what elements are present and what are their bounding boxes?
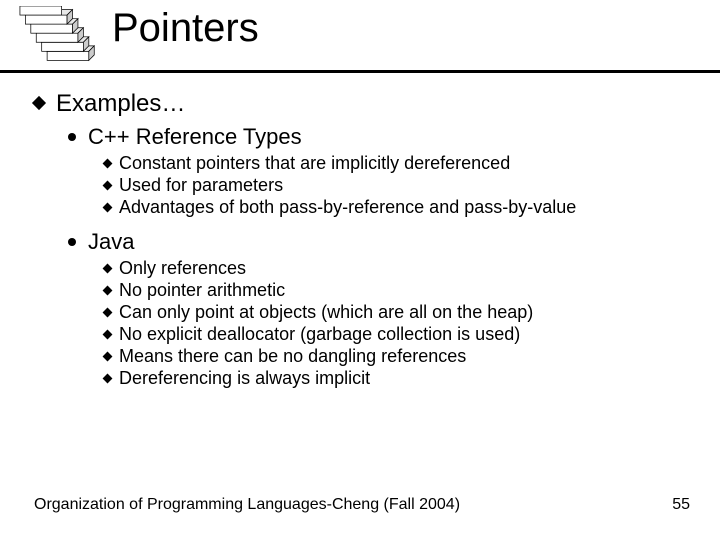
bullet-l3: Used for parameters <box>104 175 694 196</box>
slide-title: Pointers <box>112 6 259 51</box>
page-number: 55 <box>672 496 690 514</box>
bullet-text: Used for parameters <box>119 175 283 196</box>
bullet-text: Constant pointers that are implicitly de… <box>119 153 510 174</box>
bullet-l3: Dereferencing is always implicit <box>104 368 694 389</box>
bullet-text: Dereferencing is always implicit <box>119 368 370 389</box>
bullet-l3: No explicit deallocator (garbage collect… <box>104 324 694 345</box>
small-diamond-bullet-icon <box>103 308 113 318</box>
bullet-l3: Can only point at objects (which are all… <box>104 302 694 323</box>
bullet-text: Advantages of both pass-by-reference and… <box>119 197 576 218</box>
slide-body: Examples… C++ Reference Types Constant p… <box>34 90 694 390</box>
small-diamond-bullet-icon <box>103 181 113 191</box>
bullet-text: Means there can be no dangling reference… <box>119 346 466 367</box>
small-diamond-bullet-icon <box>103 352 113 362</box>
bullet-text: No pointer arithmetic <box>119 280 285 301</box>
small-diamond-bullet-icon <box>103 203 113 213</box>
bullet-l3: Constant pointers that are implicitly de… <box>104 153 694 174</box>
pyramid-logo <box>12 6 104 64</box>
bullet-text: Java <box>88 229 134 255</box>
small-diamond-bullet-icon <box>103 264 113 274</box>
title-rule <box>0 70 720 73</box>
bullet-l3: Only references <box>104 258 694 279</box>
bullet-l3: Advantages of both pass-by-reference and… <box>104 197 694 218</box>
diamond-bullet-icon <box>32 96 46 110</box>
header: Pointers <box>0 0 720 72</box>
bullet-text: Can only point at objects (which are all… <box>119 302 533 323</box>
small-diamond-bullet-icon <box>103 286 113 296</box>
footer-text: Organization of Programming Languages-Ch… <box>34 496 460 514</box>
bullet-text: Only references <box>119 258 246 279</box>
bullet-l2: C++ Reference Types <box>68 124 694 150</box>
disc-bullet-icon <box>68 133 76 141</box>
bullet-l2: Java <box>68 229 694 255</box>
small-diamond-bullet-icon <box>103 330 113 340</box>
disc-bullet-icon <box>68 238 76 246</box>
bullet-l3: No pointer arithmetic <box>104 280 694 301</box>
bullet-l1: Examples… <box>34 90 694 118</box>
small-diamond-bullet-icon <box>103 159 113 169</box>
bullet-text: Examples… <box>56 90 185 118</box>
bullet-text: No explicit deallocator (garbage collect… <box>119 324 520 345</box>
small-diamond-bullet-icon <box>103 374 113 384</box>
bullet-text: C++ Reference Types <box>88 124 302 150</box>
spacer <box>34 219 694 227</box>
bullet-l3: Means there can be no dangling reference… <box>104 346 694 367</box>
slide: Pointers Examples… C++ Reference Types C… <box>0 0 720 540</box>
